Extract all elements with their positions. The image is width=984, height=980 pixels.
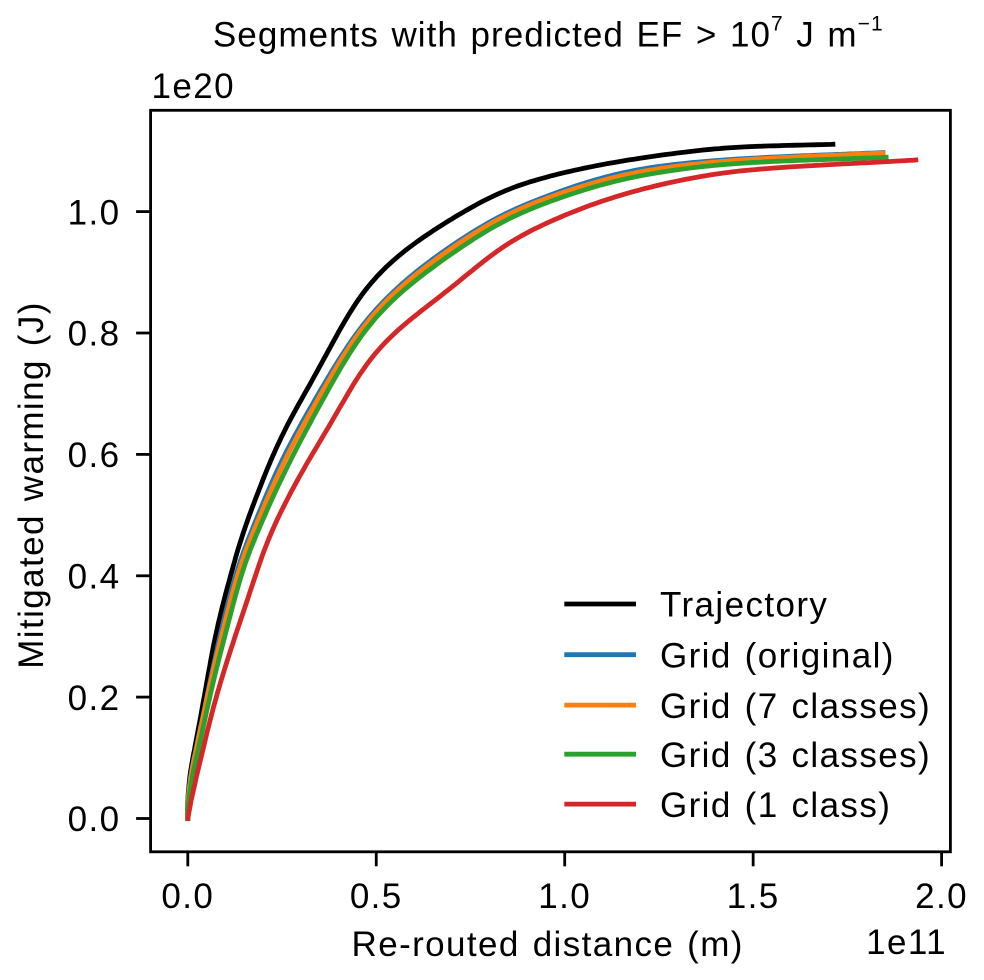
svg-text:Mitigated warming (J): Mitigated warming (J): [12, 301, 51, 669]
svg-text:1e20: 1e20: [152, 67, 235, 106]
svg-text:0.0: 0.0: [161, 877, 214, 916]
svg-text:Segments with predicted EF > 1: Segments with predicted EF > 107 J m−1: [213, 13, 884, 55]
svg-text:Grid (1 class): Grid (1 class): [660, 786, 891, 825]
svg-text:0.6: 0.6: [68, 436, 121, 475]
svg-text:1e11: 1e11: [866, 923, 947, 962]
svg-text:0.5: 0.5: [350, 877, 403, 916]
svg-text:Grid (3 classes): Grid (3 classes): [660, 736, 931, 775]
svg-text:1.5: 1.5: [727, 877, 780, 916]
svg-text:Trajectory: Trajectory: [660, 586, 828, 625]
svg-text:0.8: 0.8: [68, 315, 121, 354]
svg-text:1.0: 1.0: [68, 193, 121, 232]
svg-text:1.0: 1.0: [538, 877, 591, 916]
svg-text:2.0: 2.0: [915, 877, 968, 916]
svg-text:Grid (7 classes): Grid (7 classes): [660, 687, 931, 726]
svg-text:0.4: 0.4: [68, 558, 121, 597]
svg-text:0.0: 0.0: [68, 800, 121, 839]
svg-text:Re-routed distance (m): Re-routed distance (m): [352, 925, 744, 964]
svg-text:0.2: 0.2: [68, 679, 121, 718]
svg-text:Grid (original): Grid (original): [660, 636, 895, 675]
